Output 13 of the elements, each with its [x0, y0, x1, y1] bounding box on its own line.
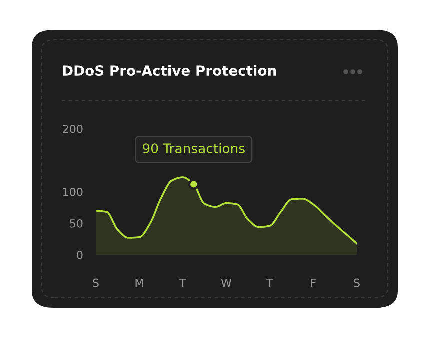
y-tick-label: 50 — [70, 219, 83, 228]
chart-title: DDoS Pro-Active Protection — [63, 65, 276, 76]
annotation: 90 Transactions — [143, 143, 245, 154]
x-tick-label: S — [354, 278, 360, 288]
y-tick-label: 0 — [77, 250, 83, 260]
x-tick-label: M — [136, 278, 144, 288]
x-tick-label: T — [266, 278, 274, 288]
y-tick-label: 100 — [64, 188, 83, 196]
x-tick-label: T — [180, 278, 186, 288]
x-tick-label: W — [221, 278, 232, 288]
y-tick-label: 200 — [63, 124, 83, 134]
x-tick-label: F — [311, 278, 316, 288]
x-tick-label: S — [93, 278, 99, 288]
